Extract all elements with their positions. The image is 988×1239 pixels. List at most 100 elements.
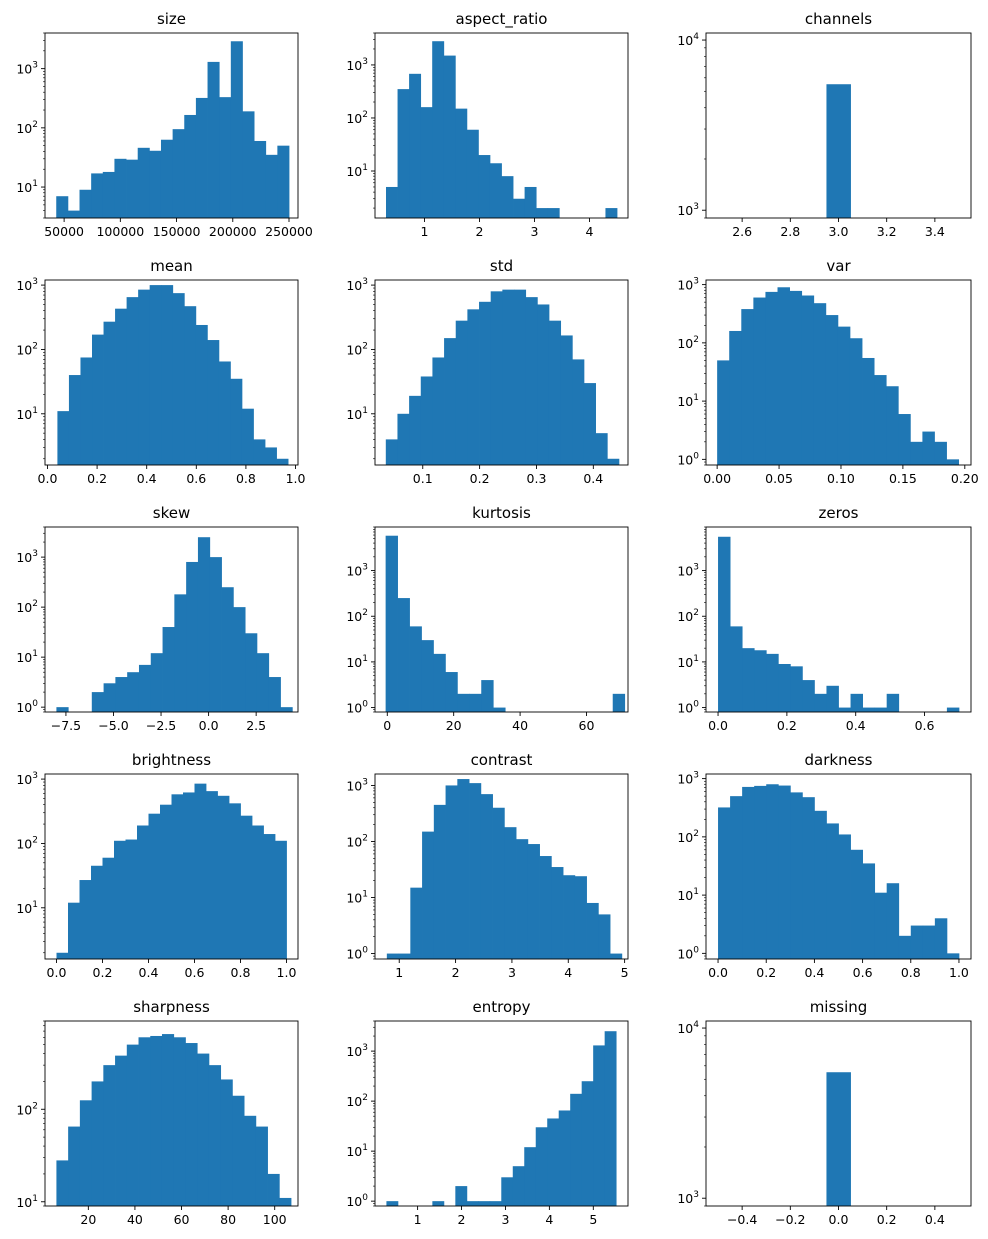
histogram-bar: [547, 1118, 560, 1206]
histogram-bar: [455, 108, 468, 218]
y-tick-label: 103: [16, 61, 38, 77]
histogram-bar: [718, 536, 731, 712]
histogram-bar: [862, 357, 875, 465]
axes-frame: [44, 279, 299, 466]
histogram-bar: [232, 1095, 245, 1206]
histogram-bar: [595, 433, 608, 465]
y-tick-label: 100: [677, 451, 699, 467]
subplot-missing: missing −0.4 −0.2 0.0 0.2 0.4 103 104: [677, 998, 972, 1227]
subplot-title: skew: [153, 504, 190, 522]
subplot-title: brightness: [132, 751, 211, 769]
x-tick-label: 4: [564, 965, 572, 980]
y-tick-label: 104: [677, 32, 699, 48]
x-tick-label: 0.15: [889, 471, 917, 486]
histogram-bar: [874, 375, 887, 465]
histogram-bar: [137, 825, 149, 959]
histogram-bar: [886, 386, 899, 465]
histogram-bar: [115, 1055, 128, 1206]
histogram-bar: [432, 1201, 445, 1206]
histogram-bar: [432, 41, 445, 218]
bars: [57, 285, 289, 465]
histogram-bar: [92, 334, 104, 465]
y-tick-label: 100: [677, 700, 699, 716]
histogram-bar: [610, 953, 623, 959]
histogram-bar: [150, 653, 163, 712]
histogram-bar: [480, 794, 493, 959]
histogram-bar: [409, 626, 422, 712]
x-tick-label: 0.6: [186, 471, 206, 486]
histogram-bar: [537, 304, 550, 465]
histogram-bar: [443, 55, 456, 219]
y-tick-label: 101: [16, 900, 38, 916]
y-tick-label: 102: [346, 341, 368, 357]
histogram-bar: [504, 827, 517, 959]
histogram-bar: [922, 431, 935, 465]
histogram-bar: [280, 707, 293, 712]
bars: [718, 784, 960, 959]
histogram-bar: [91, 1081, 104, 1206]
subplot-title: contrast: [471, 751, 533, 769]
x-tick-label: 250000: [265, 224, 313, 239]
bars: [56, 537, 293, 712]
histogram-bar: [420, 107, 433, 218]
histogram-bar: [398, 953, 411, 959]
x-tick-label: 0.2: [93, 965, 113, 980]
histogram-bar: [102, 857, 115, 959]
histogram-bar: [79, 189, 92, 218]
histogram-bar: [125, 839, 138, 959]
x-tick-label: 0.0: [47, 965, 67, 980]
histogram-bar: [850, 849, 863, 959]
histogram-bar: [560, 335, 573, 465]
histogram-bar: [161, 1034, 175, 1206]
y-tick-label: 101: [677, 887, 699, 903]
y-tick-label: 103: [677, 563, 699, 579]
y-tick-label: 100: [346, 946, 368, 962]
histogram-bar: [718, 807, 731, 959]
histogram-bar: [221, 587, 234, 712]
histogram-bar: [386, 1201, 399, 1206]
y-tick-label: 101: [16, 406, 38, 422]
histogram-bar: [137, 147, 150, 218]
y-tick-label: 102: [346, 608, 368, 624]
histogram-bar: [126, 297, 139, 465]
x-tick-label: 1.0: [286, 471, 306, 486]
histogram-bar: [279, 1197, 292, 1206]
histogram-bar: [493, 707, 506, 712]
bars: [386, 1031, 617, 1206]
histogram-bar: [790, 666, 803, 712]
subplot-zeros: zeros 0.0 0.2 0.4 0.6 100 101 102 103: [677, 504, 972, 733]
histogram-bar: [185, 1043, 198, 1206]
y-tick-label: 102: [677, 829, 699, 845]
histogram-bar: [103, 683, 116, 712]
histogram-bar: [263, 834, 276, 959]
histogram-bar: [174, 594, 187, 712]
histogram-bar: [68, 1126, 81, 1206]
histogram-bar: [838, 707, 851, 712]
histogram-bar: [466, 129, 479, 218]
histogram-bar: [265, 154, 278, 218]
subplot-kurtosis: kurtosis 0 20 40 60 100 101 102 103: [346, 504, 629, 733]
histogram-bar: [898, 935, 912, 959]
histogram-bar: [481, 680, 494, 712]
y-tick-label: 103: [346, 57, 368, 73]
histogram-bar: [802, 797, 815, 959]
x-tick-label: 0.4: [804, 965, 824, 980]
histogram-bar: [837, 326, 851, 465]
histogram-bar: [57, 411, 70, 465]
x-tick-label: 150000: [153, 224, 201, 239]
y-tick-label: 103: [346, 1043, 368, 1059]
histogram-bar: [490, 291, 503, 465]
x-tick-label: −0.2: [775, 1212, 805, 1227]
histogram-bar: [514, 289, 527, 465]
histogram-bar: [186, 561, 199, 712]
histogram-bar: [457, 693, 470, 712]
histogram-bar: [536, 208, 549, 218]
histogram-bar: [862, 707, 876, 712]
axes-frame: [44, 773, 299, 960]
histogram-bar: [489, 163, 502, 218]
histogram-bar: [56, 196, 69, 218]
subplot-contrast: contrast 1 2 3 4 5 100 101 102 103: [346, 751, 628, 980]
histogram-bar: [420, 376, 433, 465]
histogram-bar: [386, 953, 399, 959]
histogram-bar: [469, 783, 482, 959]
